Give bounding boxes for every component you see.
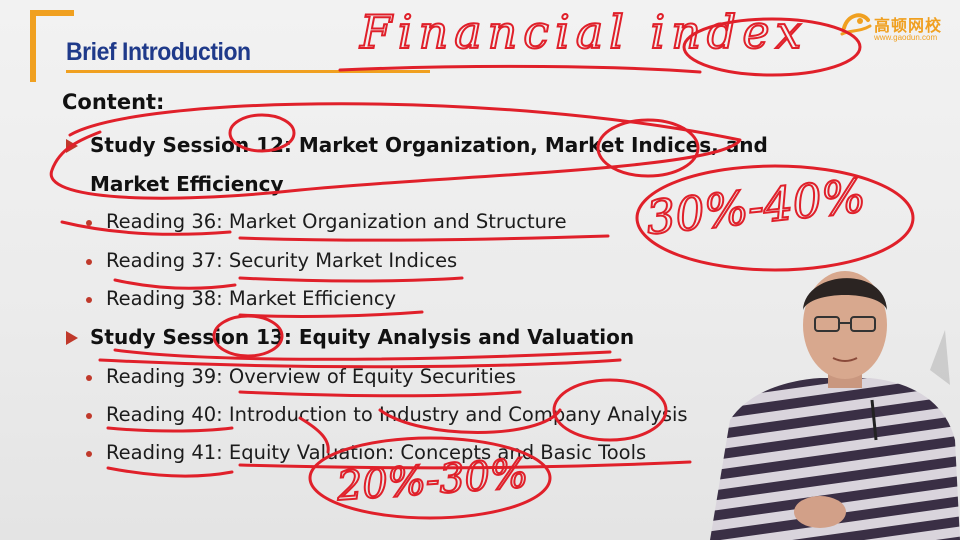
presenter-video-overlay	[710, 271, 960, 540]
reading-36: Reading 36: Market Organization and Stru…	[106, 210, 567, 233]
reading-38: Reading 38: Market Efficiency	[106, 287, 397, 310]
session-12-label-continued: Market Efficiency	[90, 172, 284, 196]
dot-icon	[86, 375, 92, 381]
dot-icon	[86, 220, 92, 226]
session-13-label: Study Session 13: Equity Analysis and Va…	[90, 325, 635, 349]
gaodun-logo-icon	[840, 13, 872, 36]
reading-37: Reading 37: Security Market Indices	[106, 249, 458, 272]
dot-icon	[86, 451, 92, 457]
dot-icon	[86, 297, 92, 303]
session-12-label: Study Session 12: Market Organization, M…	[90, 133, 768, 157]
dot-icon	[86, 413, 92, 419]
title-bracket-decoration	[30, 10, 74, 82]
slide-title: Brief Introduction	[66, 38, 251, 66]
content-heading: Content:	[62, 90, 165, 114]
reading-41: Reading 41: Equity Valuation: Concepts a…	[106, 441, 647, 464]
logo-url-text: www.gaodun.com	[874, 33, 938, 42]
logo-chinese-text: 高顿网校	[874, 16, 943, 35]
handwritten-weight-30-40: 30%-40%	[644, 168, 868, 245]
brand-logo: 高顿网校 www.gaodun.com	[838, 6, 956, 46]
reading-40: Reading 40: Introduction to Industry and…	[106, 403, 688, 426]
arrow-right-icon	[66, 139, 78, 153]
dot-icon	[86, 259, 92, 265]
arrow-right-icon	[66, 331, 78, 345]
reading-39: Reading 39: Overview of Equity Securitie…	[106, 365, 516, 388]
handwritten-financial-index: Financial index	[359, 5, 808, 59]
title-underline	[66, 70, 430, 73]
